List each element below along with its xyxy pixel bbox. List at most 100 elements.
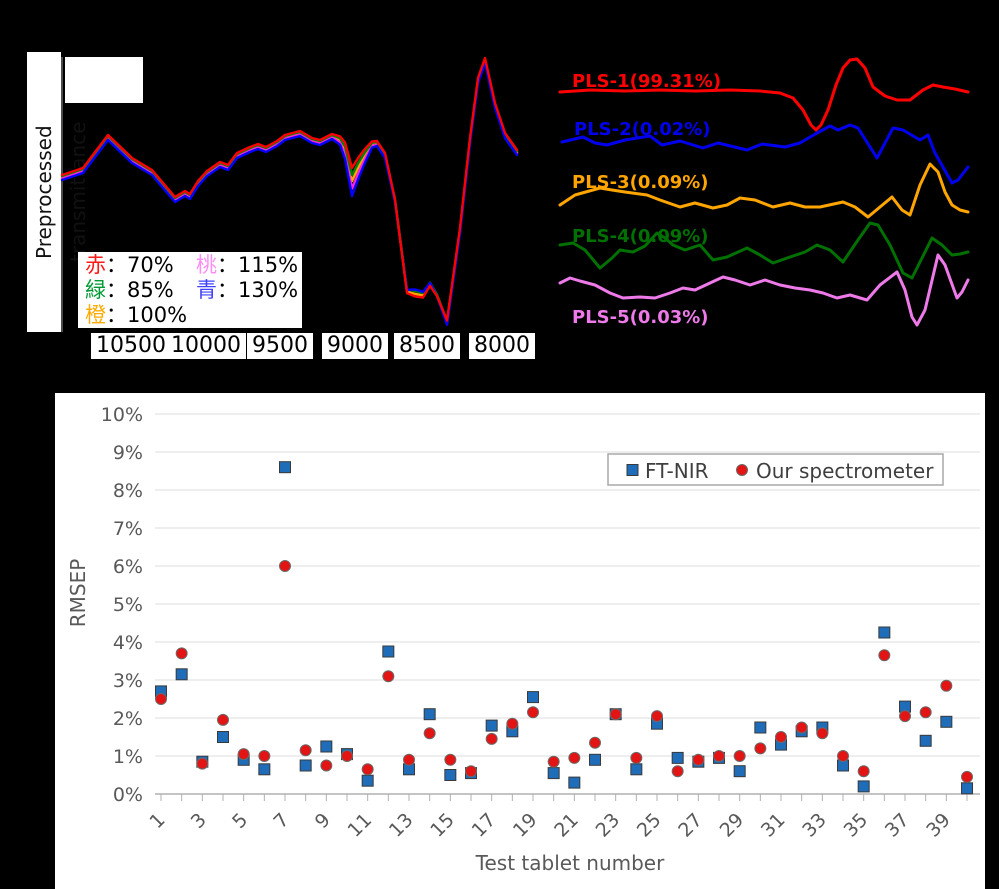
x-tick-label: 37: [881, 809, 914, 842]
marker-ftnir: [878, 626, 891, 639]
marker-our-spectrometer: [299, 744, 312, 757]
marker-ftnir: [733, 765, 746, 778]
y-tick-label: 6%: [113, 556, 143, 578]
spectra-x-tick-label: 9000: [322, 333, 388, 359]
legend-kanji-swatch: 緑: [85, 278, 106, 302]
pls-plot-area: PLS-1(99.31%) PLS-2(0.02%) PLS-3(0.09%) PLS…: [558, 57, 970, 328]
legend-ours-swatch: [736, 464, 748, 476]
marker-our-spectrometer: [816, 727, 829, 740]
scatter-legend-box: [607, 453, 944, 486]
marker-ftnir: [919, 734, 932, 747]
pls-curve-pls-1: [558, 57, 970, 132]
y-tick-label: 5%: [113, 594, 143, 616]
marker-ftnir: [320, 740, 333, 753]
x-tick-label: 7: [269, 809, 293, 833]
marker-ftnir: [485, 719, 498, 732]
marker-our-spectrometer: [382, 670, 395, 683]
x-tick-label: 25: [633, 809, 666, 842]
spectra-x-tick-label: 8500: [394, 333, 460, 359]
marker-our-spectrometer: [671, 765, 684, 778]
spectra-chart: [55, 40, 555, 375]
spectra-legend-item: 青：130%: [196, 278, 298, 303]
marker-our-spectrometer: [692, 753, 705, 766]
x-tick-label: 39: [922, 809, 955, 842]
marker-our-spectrometer: [919, 706, 932, 719]
legend-ftnir-swatch: [626, 464, 639, 476]
marker-ftnir: [279, 461, 292, 474]
marker-ftnir: [382, 645, 395, 658]
pls-series-label: PLS-1(99.31%): [572, 71, 721, 92]
spectra-legend: 赤：70% 緑：85% 橙：100% 桃：115% 青：130%: [78, 252, 302, 328]
x-axis-title: Test tablet number: [475, 851, 665, 875]
legend-kanji-swatch: 赤: [85, 253, 106, 277]
rmsep-chart-panel: 0% 1% 2% 3% 4% 5% 6% 7% 8% 9% 10% 1 3 5 7 9 11 13 15 17 19 21…: [55, 393, 985, 889]
y-tick-label: 0%: [113, 784, 143, 806]
marker-our-spectrometer: [940, 679, 953, 692]
marker-our-spectrometer: [403, 753, 416, 766]
x-tick-label: 29: [716, 809, 749, 842]
marker-our-spectrometer: [361, 763, 374, 776]
legend-kanji-swatch: 青: [196, 278, 217, 302]
marker-our-spectrometer: [506, 717, 519, 730]
marker-our-spectrometer: [217, 713, 230, 726]
marker-our-spectrometer: [320, 759, 333, 772]
marker-ftnir: [568, 776, 581, 789]
x-tick-label: 13: [385, 809, 418, 842]
pls-series-label: PLS-3(0.09%): [572, 172, 709, 193]
marker-ftnir: [258, 763, 271, 776]
marker-ftnir: [299, 759, 312, 772]
pls-curve-pls-4: [558, 221, 970, 280]
marker-our-spectrometer: [444, 753, 457, 766]
marker-our-spectrometer: [279, 560, 292, 572]
y-tick-label: 10%: [101, 404, 143, 426]
x-tick-label: 35: [840, 809, 873, 842]
marker-our-spectrometer: [589, 736, 602, 749]
spectra-curve-red: [60, 56, 519, 322]
marker-ftnir: [527, 691, 540, 704]
legend-kanji-swatch: 橙: [85, 303, 106, 327]
y-tick-label: 2%: [113, 708, 143, 730]
x-tick-label: 17: [468, 809, 501, 842]
spectra-plot-area: [60, 56, 519, 332]
x-tick-label: 11: [344, 809, 377, 842]
legend-ours-label: Our spectrometer: [756, 459, 934, 483]
marker-our-spectrometer: [713, 750, 726, 762]
pls-loadings-chart: PLS-1(99.31%) PLS-2(0.02%) PLS-3(0.09%) PLS…: [545, 30, 999, 380]
pls-series-label: PLS-5(0.03%): [572, 307, 709, 328]
y-tick-label: 4%: [113, 632, 143, 654]
x-tick-label: 27: [674, 809, 707, 842]
marker-ftnir: [754, 721, 767, 734]
marker-our-spectrometer: [837, 750, 850, 762]
y-tick-label: 8%: [113, 480, 143, 502]
marker-our-spectrometer: [196, 757, 209, 770]
marker-our-spectrometer: [547, 755, 560, 768]
spectra-x-tick-label: 10500: [91, 333, 171, 359]
marker-our-spectrometer: [878, 649, 891, 662]
x-tick-label: 23: [592, 809, 625, 842]
legend-value: ：115%: [217, 253, 299, 277]
marker-ftnir: [175, 668, 188, 681]
spectra-legend-column: 赤：70% 緑：85% 橙：100%: [85, 253, 187, 328]
x-tick-label: 5: [228, 809, 252, 833]
legend-kanji-swatch: 桃: [196, 253, 217, 277]
marker-our-spectrometer: [175, 647, 188, 660]
marker-ftnir: [547, 767, 560, 780]
pls-curve-pls-3: [558, 162, 970, 219]
legend-value: ：130%: [217, 278, 299, 302]
spectra-x-tick-label: 10000: [166, 333, 246, 359]
legend-value: ：85%: [106, 278, 174, 302]
marker-ftnir: [589, 753, 602, 766]
pls-series-label: PLS-2(0.02%): [574, 119, 711, 140]
marker-ftnir: [444, 769, 457, 781]
pls-series-label: PLS-4(0.09%): [572, 226, 709, 247]
legend-value: ：70%: [106, 253, 174, 277]
marker-our-spectrometer: [961, 770, 974, 783]
x-tick-label: 9: [311, 809, 335, 833]
marker-our-spectrometer: [155, 693, 167, 705]
marker-ftnir: [961, 782, 974, 795]
y-tick-label: 9%: [113, 442, 143, 464]
spectra-legend-item: 赤：70%: [85, 253, 187, 278]
marker-ftnir: [217, 731, 230, 743]
legend-value: ：100%: [106, 303, 188, 327]
marker-our-spectrometer: [465, 765, 478, 778]
